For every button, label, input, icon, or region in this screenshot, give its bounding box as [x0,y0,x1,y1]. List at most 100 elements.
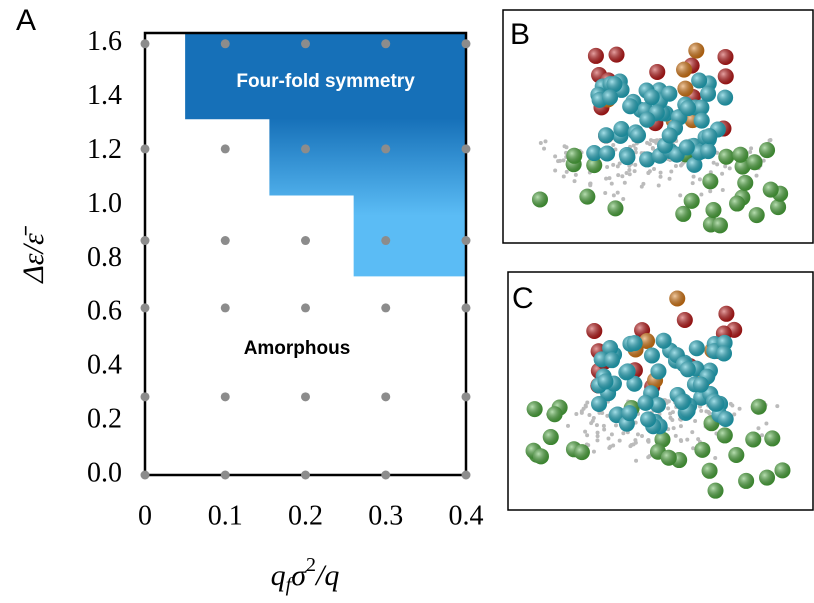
bead-shade [669,290,686,307]
bead [680,161,685,166]
bead [622,180,627,185]
bead-shade [637,394,654,411]
bead [627,172,632,177]
bead-shade [639,332,656,349]
grid-point [461,392,471,402]
bead [595,438,600,443]
bead-shade [729,195,746,212]
bead-shade [716,427,733,444]
bead [624,170,629,175]
bead-shade [660,449,677,466]
bead [715,162,720,167]
bead-shade [675,205,692,222]
bead-shade [717,89,734,106]
bead [670,410,675,415]
y-tick-label: 1.0 [87,188,122,219]
bead [756,426,761,431]
bead-shade [701,462,718,479]
bead [595,430,600,435]
bead-shade [643,89,660,106]
y-tick-label: 0.6 [87,296,122,327]
bead [613,423,618,428]
grid-point [301,392,310,402]
bead-shade [676,61,693,78]
bead [654,138,659,143]
grid-point [220,470,230,480]
bead [673,433,678,438]
bead [749,146,754,151]
bead [564,145,569,150]
bead [633,438,638,443]
bead-shade [692,376,709,393]
bead-shade [717,410,734,427]
bead-shade [591,395,608,412]
grid-point [220,392,230,402]
grid-point [140,236,150,246]
bead [600,410,605,415]
bead [728,401,733,406]
bead-shade [745,431,762,448]
bead [589,421,594,426]
grid-point [301,144,310,154]
molecule-render-c [525,290,791,499]
bead [667,176,672,181]
bead-shade [602,89,619,106]
bead-shade [643,347,660,364]
bead [685,437,690,442]
bead-shade [608,46,625,63]
bead-shade [606,76,623,93]
bead [708,189,713,194]
bead-shade [750,398,767,415]
bead-shade [708,395,725,412]
bead [543,139,548,144]
bead-shade [661,85,678,102]
bead [602,427,607,432]
bead [601,423,606,428]
y-tick-label: 1.6 [87,26,122,57]
bead [767,138,772,143]
grid-point [301,303,310,313]
grid-point [301,470,310,480]
bead [639,184,644,189]
bead [754,173,759,178]
bead [645,438,650,443]
bead [775,404,780,409]
bead [708,170,713,175]
bead [737,406,742,411]
bead [720,171,725,176]
grid-point [140,39,150,49]
bead-shade [661,127,678,144]
bead [658,174,663,179]
bead-shade [678,139,695,156]
phase-region [185,33,466,277]
grid-point [220,39,230,49]
bead [621,197,626,202]
bead-shade [598,127,615,144]
phase-diagram: 0.0 0.2 0.4 0.6 0.8 1.0 1.2 1.4 1.6 0 0.1 0.2 0.3 0.4… [87,26,484,531]
bead [615,190,620,195]
bead-shade [770,199,787,216]
bead-shade [586,322,603,339]
bead [617,438,622,443]
bead-shade [717,48,734,65]
bead [727,166,732,171]
bead [572,179,577,184]
bead [611,162,616,167]
bead [652,167,657,172]
x-label-part: f [286,574,294,596]
bead-shade [707,482,724,499]
y-tick-label: 0.4 [87,350,122,381]
grid-point [381,303,391,313]
bead [673,164,678,169]
bead-shade [579,188,596,205]
bead [553,154,558,159]
grid-point [140,144,150,154]
bead [711,160,716,165]
bead-shade [762,181,779,198]
bead-shade [691,72,708,89]
x-tick-label: 0.1 [208,500,243,531]
bead [648,138,653,143]
bead [606,436,611,441]
bead [542,146,547,151]
bead-shade [688,42,705,59]
